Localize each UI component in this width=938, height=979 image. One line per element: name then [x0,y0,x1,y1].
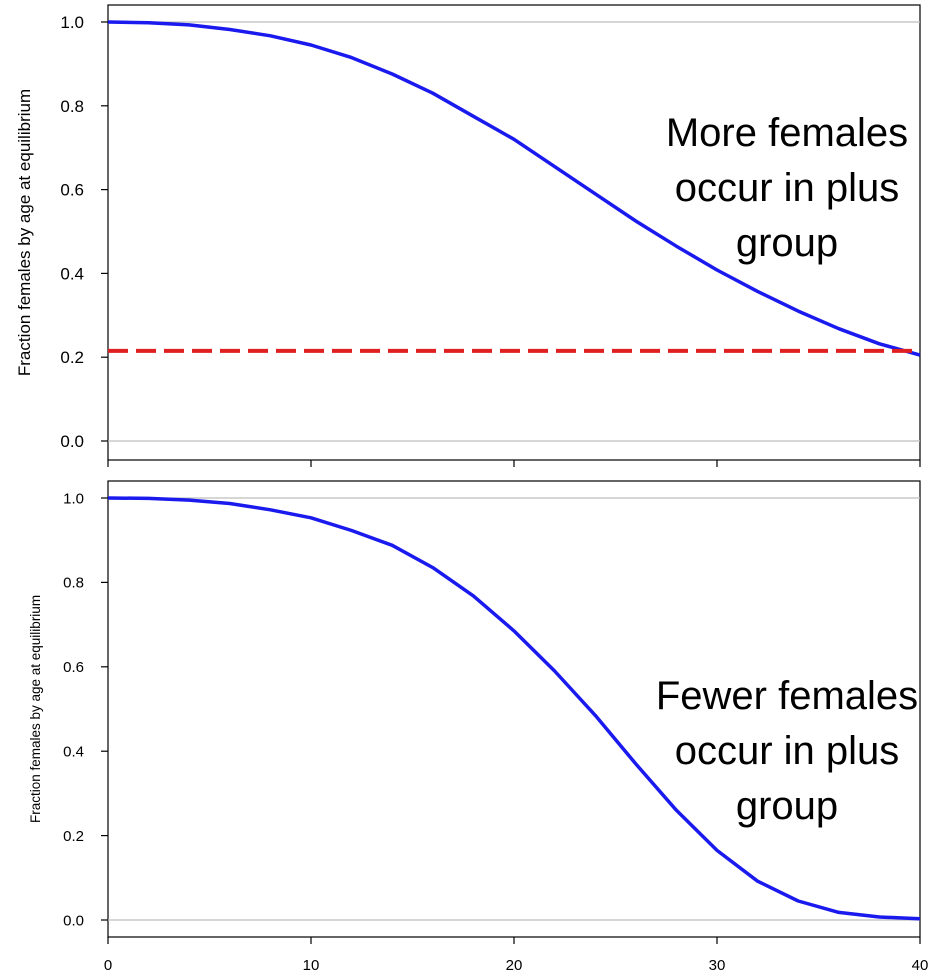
x-tick-label: 30 [709,957,726,974]
y-tick-label: 1.0 [63,490,84,507]
bottom-panel: 0.0 0.2 0.4 0.6 0.8 1.0 0 10 20 30 40 Fraction fema… [28,480,929,974]
x-tick-label: 10 [303,957,320,974]
x-tick-label: 40 [912,957,929,974]
fraction-females-curve [107,496,921,921]
annotation-line: occur in plus [675,729,900,773]
y-tick-label: 0.2 [63,828,84,845]
annotation-line: occur in plus [675,166,900,210]
annotation-line: group [736,221,838,265]
y-tick-label: 0.0 [63,912,84,929]
y-tick-label: 0.0 [60,432,84,451]
y-axis-title: Fraction females by age at equilibrium [15,89,34,376]
y-tick-label: 1.0 [60,13,84,32]
y-tick-label: 0.6 [60,181,84,200]
y-tick-label: 0.8 [60,97,84,116]
y-tick-label: 0.2 [60,348,84,367]
x-tick-label: 20 [506,957,523,974]
y-tick-label: 0.6 [63,659,84,676]
x-tick-label: 0 [104,957,112,974]
fraction-females-curve [107,20,921,357]
y-tick-label: 0.4 [60,264,84,283]
annotation-line: group [736,784,838,828]
annotation-line: More females [666,111,908,155]
y-tick-label: 0.4 [63,743,84,760]
y-axis-title: Fraction females by age at equilibrium [28,595,43,823]
y-tick-label: 0.8 [63,575,84,592]
annotation-line: Fewer females [656,674,918,718]
top-panel: 0.0 0.2 0.4 0.6 0.8 1.0 Fraction females by ag… [15,4,921,467]
